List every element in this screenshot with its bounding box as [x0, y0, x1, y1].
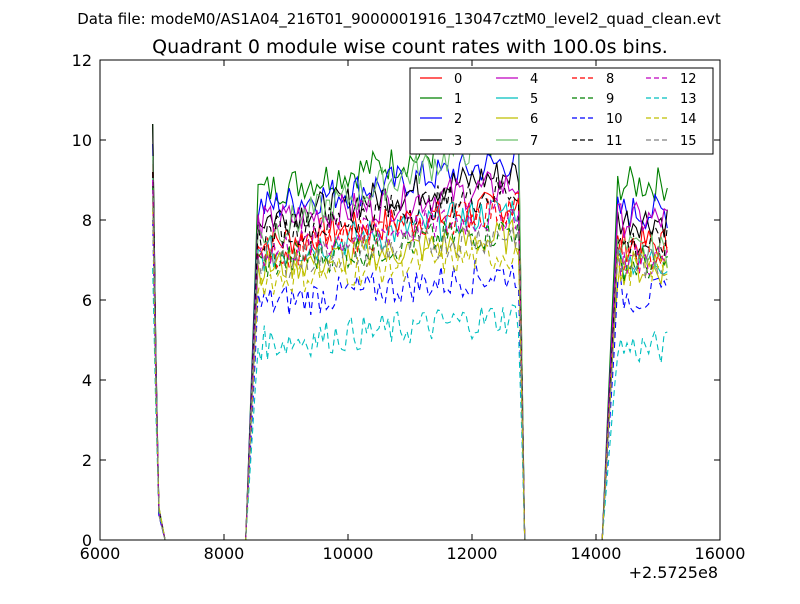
x-tick-label: 8000 — [204, 544, 245, 563]
plot-lines — [152, 119, 668, 541]
x-axis: 6000 8000 10000 12000 14000 16000 — [80, 60, 746, 563]
x-tick-label: 10000 — [323, 544, 374, 563]
legend-label-11: 11 — [606, 134, 623, 149]
y-tick-label: 8 — [82, 211, 92, 230]
y-tick-label: 4 — [82, 371, 92, 390]
series-line-10 — [152, 219, 668, 541]
series-line-1 — [152, 122, 668, 541]
legend-label-7: 7 — [530, 134, 538, 149]
series-line-9 — [152, 187, 668, 541]
x-tick-label: 6000 — [80, 544, 121, 563]
legend-label-10: 10 — [606, 112, 623, 127]
series-line-0 — [152, 163, 668, 541]
y-tick-label: 6 — [82, 291, 92, 310]
series-line-12 — [152, 179, 668, 541]
series-line-15 — [152, 195, 668, 541]
series-line-14 — [152, 207, 668, 541]
legend-label-2: 2 — [454, 112, 462, 127]
legend-label-12: 12 — [680, 72, 697, 87]
series-line-4 — [152, 159, 668, 541]
chart-title: Quadrant 0 module wise count rates with … — [152, 36, 668, 58]
chart-suptitle: Data file: modeM0/AS1A04_216T01_90000019… — [77, 10, 721, 29]
legend-label-4: 4 — [530, 72, 538, 87]
x-axis-offset-label: +2.5725e8 — [629, 563, 718, 582]
legend-label-5: 5 — [530, 92, 538, 107]
legend-label-15: 15 — [680, 134, 697, 149]
y-tick-label: 10 — [72, 131, 92, 150]
series-line-8 — [152, 171, 668, 541]
legend-label-6: 6 — [530, 112, 538, 127]
x-tick-label: 14000 — [571, 544, 622, 563]
x-tick-label: 12000 — [447, 544, 498, 563]
series-line-5 — [152, 175, 668, 541]
legend-label-13: 13 — [680, 92, 697, 107]
legend-label-8: 8 — [606, 72, 614, 87]
y-tick-label: 12 — [72, 51, 92, 70]
y-tick-label: 0 — [82, 531, 92, 550]
legend-label-1: 1 — [454, 92, 462, 107]
series-line-13 — [152, 267, 668, 541]
legend-label-3: 3 — [454, 134, 462, 149]
x-tick-label: 16000 — [695, 544, 746, 563]
series-line-7 — [152, 119, 668, 541]
series-line-3 — [152, 123, 668, 541]
y-tick-label: 2 — [82, 451, 92, 470]
series-line-11 — [152, 171, 668, 541]
legend-label-14: 14 — [680, 112, 697, 127]
legend-label-9: 9 — [606, 92, 614, 107]
legend-label-0: 0 — [454, 72, 462, 87]
